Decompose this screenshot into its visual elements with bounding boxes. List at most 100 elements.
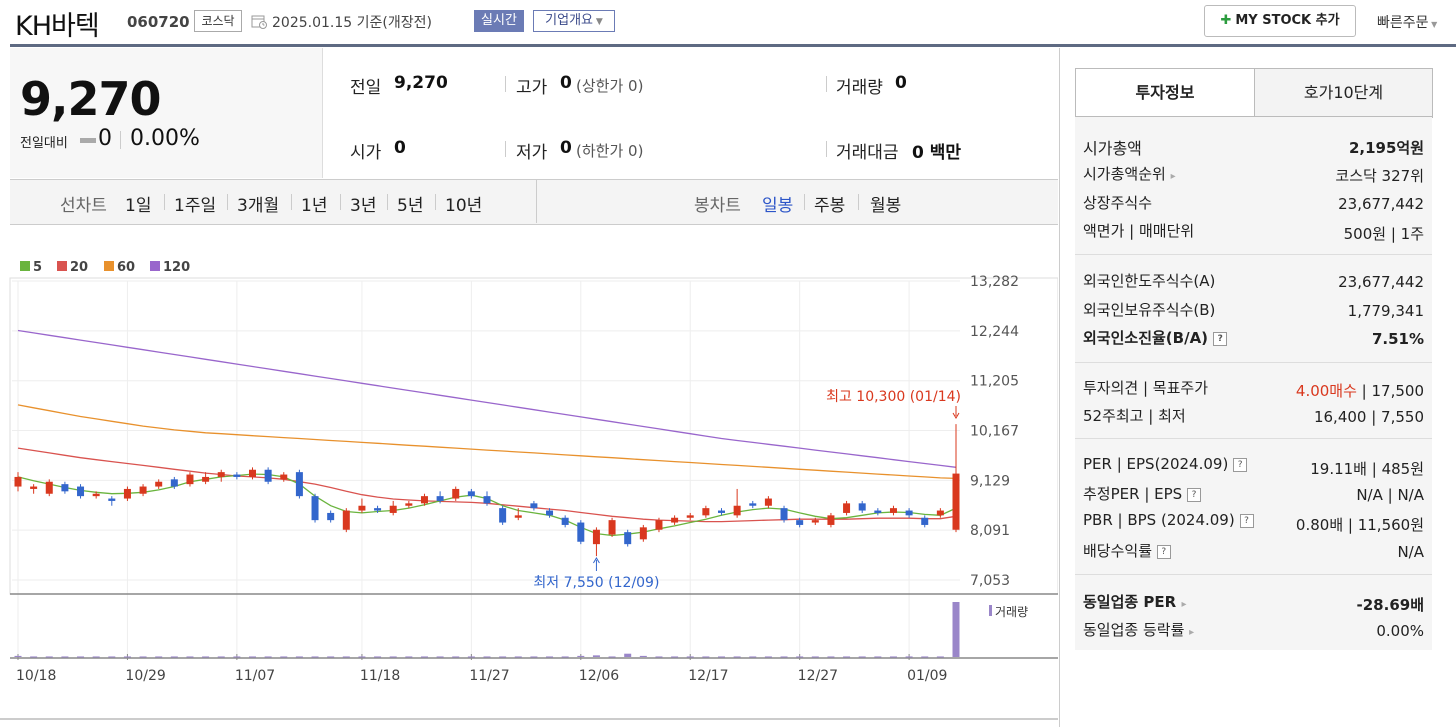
period-1w[interactable]: 1주일 bbox=[174, 196, 217, 216]
x-tick-label: 12/27 bbox=[798, 668, 838, 684]
candle-body bbox=[858, 503, 866, 511]
help-icon[interactable]: ? bbox=[1239, 513, 1254, 528]
listed-shares-value: 23,677,442 bbox=[1338, 195, 1424, 213]
tab-divider bbox=[1075, 116, 1432, 117]
price-box bbox=[10, 48, 323, 178]
quick-order-link[interactable]: 빠른주문 ▼ bbox=[1377, 12, 1437, 32]
divider bbox=[1075, 574, 1432, 575]
candle-monthly[interactable]: 월봉 bbox=[870, 196, 902, 216]
sector-per-value: -28.69배 bbox=[1356, 596, 1424, 614]
candle-body bbox=[499, 508, 507, 523]
ma120-line bbox=[17, 329, 957, 468]
x-tick-label: 11/18 bbox=[360, 668, 400, 684]
x-tick-label: 10/29 bbox=[125, 668, 165, 684]
market-cap-rank-text: 시가총액순위 bbox=[1083, 165, 1166, 183]
upper-label: (상한가 bbox=[576, 77, 624, 95]
volume-bar bbox=[139, 656, 147, 658]
candle-body bbox=[889, 508, 897, 513]
period-1d[interactable]: 1일 bbox=[125, 196, 152, 216]
x-tick-label: 12/06 bbox=[579, 668, 619, 684]
open-label: 시가 bbox=[350, 143, 382, 163]
sector-per-label[interactable]: 동일업종 PER ▸ bbox=[1083, 591, 1186, 612]
chart-frame bbox=[9, 277, 1058, 595]
candle-body bbox=[327, 512, 335, 521]
market-cap-rank-label[interactable]: 시가총액순위 ▸ bbox=[1083, 163, 1176, 184]
volume-bar bbox=[217, 656, 225, 658]
volume-bar bbox=[858, 656, 866, 658]
help-icon[interactable]: ? bbox=[1186, 487, 1201, 502]
candle-body bbox=[843, 503, 851, 513]
low-arrow-head bbox=[593, 557, 600, 564]
mystock-add-button[interactable]: ✚ MY STOCK 추가 bbox=[1204, 5, 1356, 37]
lower-value: 0 bbox=[628, 142, 638, 160]
help-icon[interactable]: ? bbox=[1156, 544, 1171, 559]
sector-change-label[interactable]: 동일업종 등락률 ▸ bbox=[1083, 619, 1194, 640]
opinion-value: 4.00매수 | 17,500 bbox=[1295, 382, 1424, 400]
candle-weekly[interactable]: 주봉 bbox=[814, 196, 846, 216]
quick-order-label: 빠른주문 bbox=[1377, 15, 1429, 31]
overview-dropdown[interactable]: 기업개요 ▼ bbox=[533, 10, 615, 32]
candle-body bbox=[671, 517, 679, 523]
low-label: 저가 bbox=[516, 143, 548, 163]
par-value-label: 액면가 | 매매단위 bbox=[1083, 222, 1195, 240]
period-5y[interactable]: 5년 bbox=[397, 196, 424, 216]
y-tick-label: 13,282 bbox=[970, 274, 1019, 290]
volume-bar bbox=[546, 656, 554, 658]
sector-change-text: 동일업종 등락률 bbox=[1083, 621, 1185, 639]
candle-body bbox=[577, 522, 585, 542]
volume-bar bbox=[436, 656, 444, 658]
candle-body bbox=[827, 515, 835, 525]
y-tick-label: 10,167 bbox=[970, 424, 1019, 440]
period-3m[interactable]: 3개월 bbox=[237, 196, 280, 216]
stock-code: 060720 bbox=[127, 13, 190, 31]
candle-body bbox=[342, 510, 350, 530]
candle-body bbox=[217, 472, 225, 477]
period-3y[interactable]: 3년 bbox=[350, 196, 377, 216]
candle-body bbox=[452, 488, 460, 499]
pbr-text: PBR | BPS (2024.09) bbox=[1083, 511, 1235, 529]
volume-bar bbox=[530, 656, 538, 658]
realtime-button[interactable]: 실시간 bbox=[474, 10, 524, 32]
tab-hoga[interactable]: 호가10단계 bbox=[1254, 68, 1433, 118]
candle-body bbox=[264, 469, 272, 482]
volume-bar bbox=[467, 656, 475, 658]
candle-body bbox=[186, 474, 194, 485]
divider bbox=[120, 131, 121, 149]
candle-body bbox=[530, 503, 538, 509]
lower-label: (하한가 bbox=[576, 142, 624, 160]
candle-body bbox=[639, 527, 647, 540]
est-per-text: 추정PER | EPS bbox=[1083, 485, 1183, 503]
candle-body bbox=[936, 510, 944, 516]
low-value: 0 bbox=[560, 138, 572, 158]
help-icon[interactable]: ? bbox=[1213, 331, 1228, 346]
candle-daily[interactable]: 일봉 bbox=[762, 196, 794, 216]
invest-panel bbox=[1059, 48, 1456, 727]
candle-body bbox=[14, 476, 22, 487]
period-bar bbox=[10, 179, 1058, 225]
volume-bar bbox=[186, 656, 194, 658]
candle-body bbox=[624, 532, 632, 545]
period-10y[interactable]: 10년 bbox=[445, 196, 483, 216]
market-cap-value: 2,195억원 bbox=[1348, 139, 1424, 157]
tab-invest-info[interactable]: 투자정보 bbox=[1075, 68, 1255, 117]
candle-body bbox=[30, 486, 38, 489]
candle-body bbox=[592, 529, 600, 545]
est-per-value: N/A | N/A bbox=[1356, 486, 1424, 504]
candle-body bbox=[123, 488, 131, 499]
period-1y[interactable]: 1년 bbox=[301, 196, 328, 216]
par-value-value: 500원 | 1주 bbox=[1343, 225, 1424, 243]
help-icon[interactable]: ? bbox=[1233, 457, 1248, 472]
volume-bar bbox=[577, 655, 585, 657]
volume-bar bbox=[77, 656, 85, 658]
foreign-ratio-value: 7.51% bbox=[1371, 330, 1424, 348]
candle-body bbox=[108, 498, 116, 501]
divider bbox=[536, 180, 537, 223]
amount-value: 0 백만 bbox=[912, 143, 962, 163]
candle-body bbox=[952, 473, 960, 530]
candle-chart-label: 봉차트 bbox=[694, 196, 741, 216]
volume-bar bbox=[123, 656, 131, 658]
dividend-text: 배당수익률 bbox=[1083, 542, 1153, 560]
pbr-value: 0.80배 | 11,560원 bbox=[1295, 516, 1424, 534]
divider bbox=[1075, 362, 1432, 363]
x-tick-label: 11/07 bbox=[235, 668, 275, 684]
